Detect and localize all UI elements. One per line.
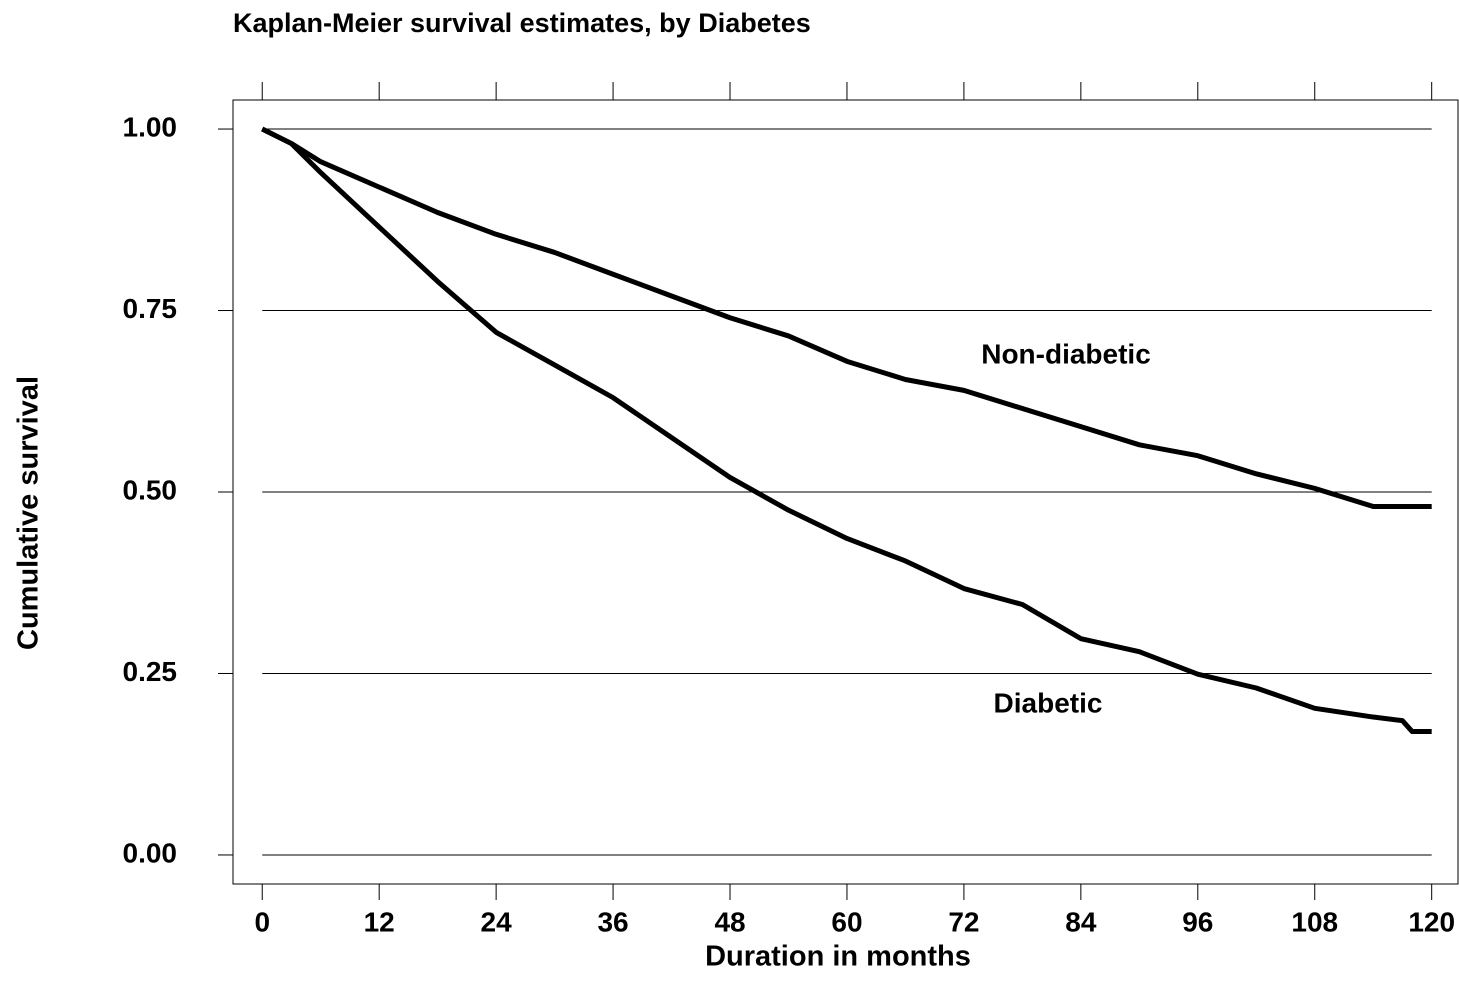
x-axis-label: Duration in months xyxy=(705,941,971,973)
x-tick-label: 84 xyxy=(1065,906,1097,937)
x-tick-label: 60 xyxy=(831,906,862,937)
y-tick-label: 1.00 xyxy=(123,111,178,142)
y-tick-label: 0.25 xyxy=(123,656,178,687)
x-tick-label: 36 xyxy=(597,906,628,937)
x-tick-label: 108 xyxy=(1291,906,1338,937)
chart-title: Kaplan-Meier survival estimates, by Diab… xyxy=(233,8,811,38)
y-axis-label: Cumulative survival xyxy=(13,376,45,650)
annotation: Diabetic xyxy=(994,687,1103,718)
x-tick-label: 120 xyxy=(1408,906,1455,937)
y-tick-label: 0.75 xyxy=(123,293,178,324)
x-tick-label: 96 xyxy=(1182,906,1213,937)
survival-curve xyxy=(261,126,1432,735)
x-tick-label: 0 xyxy=(254,906,270,937)
x-tick-label: 48 xyxy=(714,906,745,937)
annotation: Non-diabetic xyxy=(981,338,1151,369)
y-tick-label: 0.50 xyxy=(123,474,178,505)
y-tick-label: 0.00 xyxy=(123,837,178,868)
x-tick-label: 12 xyxy=(364,906,395,937)
x-tick-label: 24 xyxy=(481,906,513,937)
x-tick-label: 72 xyxy=(948,906,979,937)
survival-curve xyxy=(261,126,1432,510)
